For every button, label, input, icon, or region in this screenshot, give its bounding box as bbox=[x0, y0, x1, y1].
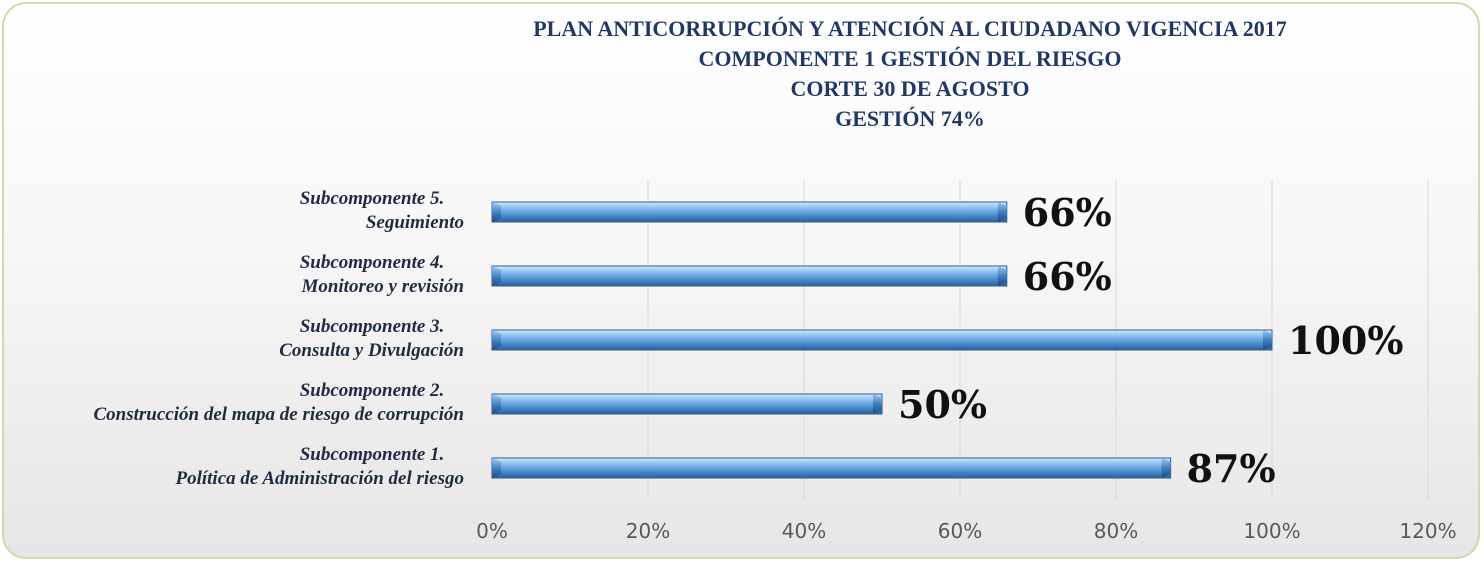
data-label: 100% bbox=[1288, 318, 1403, 363]
data-label: 50% bbox=[898, 382, 987, 427]
bar-start-cap bbox=[492, 330, 501, 350]
data-label: 66% bbox=[1023, 190, 1112, 235]
x-tick-label: 20% bbox=[626, 519, 670, 543]
x-tick-label: 60% bbox=[938, 519, 982, 543]
title-line-2: COMPONENTE 1 GESTIÓN DEL RIESGO bbox=[698, 46, 1122, 71]
bar-end-cap bbox=[997, 266, 1007, 286]
bar bbox=[491, 201, 1008, 223]
category-label-line2: Seguimiento bbox=[366, 212, 464, 233]
bar-start-cap bbox=[492, 394, 501, 414]
category-label-line2: Consulta y Divulgación bbox=[279, 340, 464, 361]
category-label-line1: Subcomponente 5. bbox=[300, 188, 445, 209]
category-label-line2: Política de Administración del riesgo bbox=[174, 468, 464, 489]
bar-end-cap bbox=[1263, 330, 1272, 350]
bar-start-cap bbox=[492, 202, 501, 222]
data-label: 66% bbox=[1023, 254, 1112, 299]
category-label-line1: Subcomponente 4. bbox=[300, 252, 445, 273]
category-label-line2: Construcción del mapa de riesgo de corru… bbox=[93, 404, 464, 425]
category-label-line2: Monitoreo y revisión bbox=[300, 276, 464, 297]
title-line-4: GESTIÓN 74% bbox=[835, 106, 985, 131]
bar-end-cap bbox=[997, 202, 1007, 222]
x-tick-label: 80% bbox=[1094, 519, 1138, 543]
bar-start-cap bbox=[492, 266, 501, 286]
bar-end-cap bbox=[1161, 458, 1171, 478]
chart-title: PLAN ANTICORRUPCIÓN Y ATENCIÓN AL CIUDAD… bbox=[380, 14, 1440, 134]
category-label-line1: Subcomponente 1. bbox=[300, 444, 445, 465]
category-label-line1: Subcomponente 3. bbox=[300, 316, 445, 337]
bar bbox=[491, 329, 1273, 351]
x-tick-label: 0% bbox=[476, 519, 508, 543]
bar bbox=[491, 265, 1008, 287]
category-label-line1: Subcomponente 2. bbox=[300, 380, 445, 401]
x-tick-label: 100% bbox=[1243, 519, 1300, 543]
x-tick-label: 120% bbox=[1399, 519, 1456, 543]
title-line-3: CORTE 30 DE AGOSTO bbox=[790, 76, 1030, 101]
x-tick-label: 40% bbox=[782, 519, 826, 543]
bar bbox=[491, 457, 1172, 479]
bar-start-cap bbox=[492, 458, 501, 478]
bar bbox=[491, 393, 883, 415]
bar-end-cap bbox=[873, 394, 882, 414]
title-line-1: PLAN ANTICORRUPCIÓN Y ATENCIÓN AL CIUDAD… bbox=[533, 16, 1287, 41]
data-label: 87% bbox=[1187, 446, 1276, 491]
